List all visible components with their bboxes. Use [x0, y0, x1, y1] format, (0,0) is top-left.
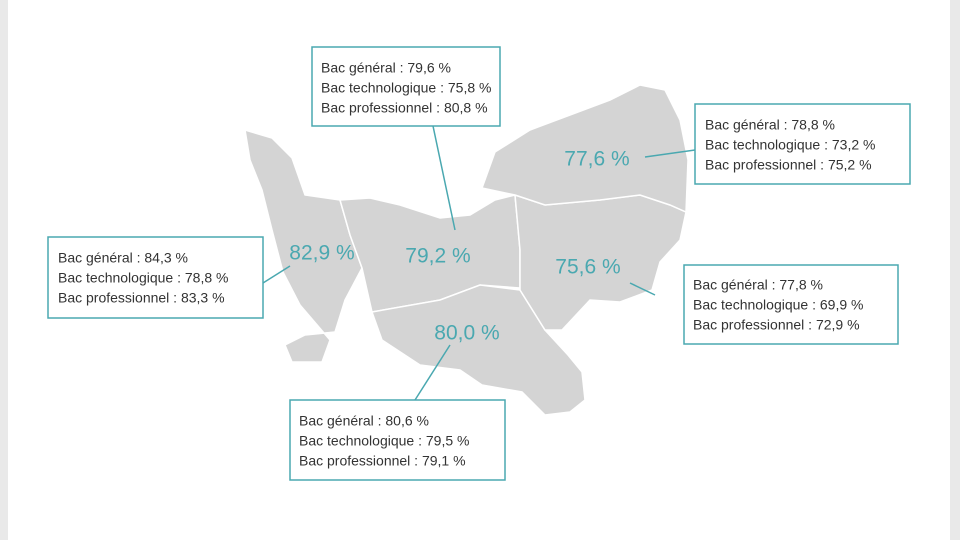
callout-line: Bac professionnel : 79,1 %: [299, 453, 466, 469]
callout: Bac général : 78,8 % Bac technologique :…: [694, 103, 911, 185]
map: [244, 84, 689, 416]
region-total: 75,6 %: [555, 256, 620, 279]
callout: Bac général : 80,6 % Bac technologique :…: [289, 399, 506, 481]
region-total: 77,6 %: [564, 148, 629, 171]
region-total: 80,0 %: [434, 322, 499, 345]
callout-box: [694, 103, 911, 185]
callout-line: Bac général : 80,6 %: [299, 413, 429, 429]
leader-lines: [262, 125, 696, 401]
callout-line: Bac technologique : 78,8 %: [58, 270, 228, 286]
region-totals: 82,9 % 79,2 % 77,6 % 75,6 % 80,0 %: [289, 148, 629, 345]
leader-line: [432, 125, 456, 231]
callout-line: Bac général : 78,8 %: [705, 117, 835, 133]
region-total: 82,9 %: [289, 242, 354, 265]
callout-line: Bac général : 79,6 %: [321, 60, 451, 76]
callout-line: Bac technologique : 73,2 %: [705, 137, 875, 153]
callout-line: Bac professionnel : 75,2 %: [705, 157, 872, 173]
leader-line: [629, 282, 656, 296]
region-total: 79,2 %: [405, 245, 470, 268]
callout-line: Bac technologique : 75,8 %: [321, 80, 491, 96]
department-manche: [244, 128, 363, 363]
callout-line: Bac technologique : 79,5 %: [299, 433, 469, 449]
callout: Bac général : 77,8 % Bac technologique :…: [683, 264, 899, 345]
callout-line: Bac général : 84,3 %: [58, 250, 188, 266]
department-seine-maritime: [481, 84, 689, 214]
leader-line: [262, 265, 291, 284]
callout-line: Bac professionnel : 83,3 %: [58, 290, 225, 306]
department-orne: [370, 284, 586, 416]
callout-line: Bac professionnel : 80,8 %: [321, 100, 488, 116]
callout-box: [311, 46, 501, 127]
callout-box: [47, 236, 264, 319]
callout-line: Bac technologique : 69,9 %: [693, 297, 863, 313]
callout-line: Bac général : 77,8 %: [693, 277, 823, 293]
leader-line: [644, 149, 696, 158]
callout-box: [289, 399, 506, 481]
callout: Bac général : 79,6 % Bac technologique :…: [311, 46, 501, 127]
callout: Bac général : 84,3 % Bac technologique :…: [47, 236, 264, 319]
callout-line: Bac professionnel : 72,9 %: [693, 317, 860, 333]
leader-line: [414, 344, 451, 401]
callout-box: [683, 264, 899, 345]
